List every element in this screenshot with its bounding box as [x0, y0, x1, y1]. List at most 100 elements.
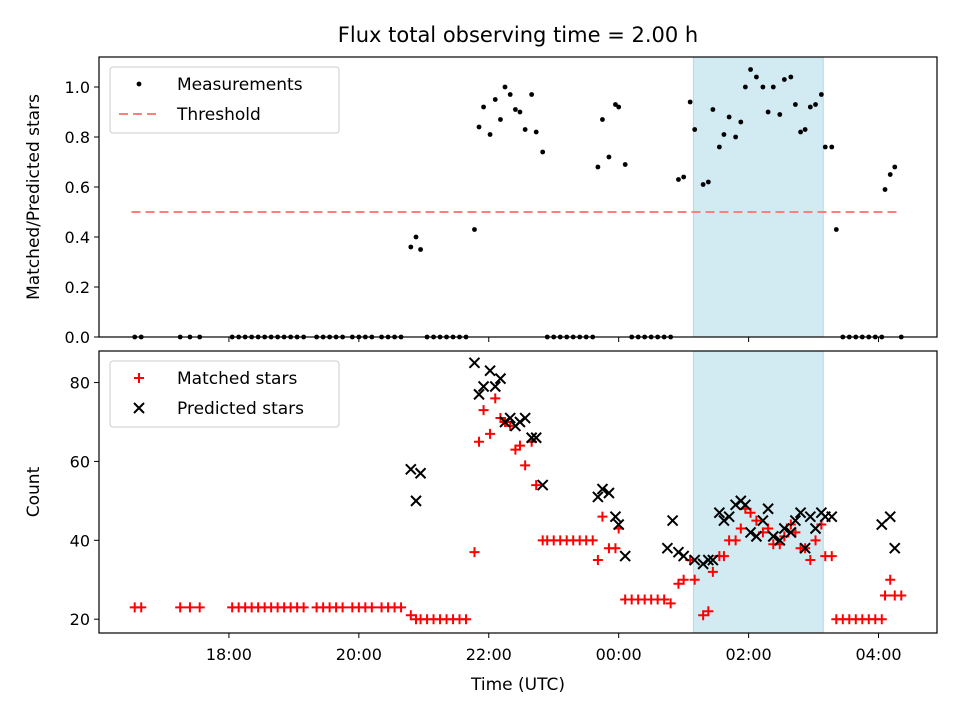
- data-point: [487, 132, 493, 137]
- y-axis-label: Matched/Predicted stars: [24, 94, 44, 300]
- data-point: [677, 550, 690, 562]
- data-point: [698, 610, 709, 621]
- data-point: [718, 551, 729, 562]
- data-point: [707, 566, 718, 577]
- data-point: [502, 84, 508, 90]
- data-point: [504, 412, 516, 424]
- observing-window-shade: [692, 350, 824, 634]
- data-point: [807, 104, 813, 110]
- data-point: [474, 436, 485, 447]
- data-point: [610, 543, 621, 554]
- data-point: [507, 92, 513, 97]
- data-point: [592, 555, 603, 566]
- data-point: [366, 602, 377, 613]
- data-point: [666, 514, 679, 527]
- data-point: [673, 578, 684, 589]
- data-point: [405, 463, 417, 476]
- legend-box: [109, 66, 340, 134]
- data-point: [485, 428, 496, 439]
- data-point: [616, 104, 622, 110]
- data-point: [767, 530, 780, 543]
- data-point: [490, 393, 501, 404]
- data-point: [136, 602, 147, 613]
- data-point: [799, 542, 811, 554]
- data-point: [781, 77, 787, 82]
- data-point: [735, 523, 746, 534]
- y-tick-label: 40: [70, 531, 90, 550]
- data-point: [540, 149, 546, 155]
- data-point: [194, 602, 205, 613]
- data-point: [337, 602, 348, 613]
- data-point: [492, 97, 498, 102]
- data-point: [818, 92, 824, 97]
- data-point: [777, 112, 783, 117]
- data-point: [896, 590, 907, 601]
- data-point: [612, 518, 625, 531]
- data-point: [396, 602, 407, 613]
- data-point: [473, 388, 485, 401]
- data-point: [529, 92, 535, 97]
- data-point: [792, 102, 798, 107]
- data-point: [882, 187, 888, 192]
- legend: Measurements Threshold: [109, 66, 340, 134]
- data-point: [748, 67, 753, 72]
- axes-frame: [98, 350, 938, 634]
- data-point: [713, 506, 726, 519]
- data-point: [498, 117, 503, 122]
- data-point: [461, 614, 472, 625]
- data-point: [702, 554, 715, 566]
- data-point: [757, 514, 769, 527]
- data-point: [661, 542, 674, 554]
- data-point: [478, 405, 489, 416]
- data-point: [802, 127, 808, 132]
- data-point: [468, 357, 481, 369]
- data-point: [609, 510, 622, 523]
- data-point: [477, 380, 490, 393]
- data-point: [688, 554, 701, 566]
- legend-swatch: [136, 81, 142, 87]
- data-point: [184, 602, 195, 613]
- data-point: [805, 555, 816, 566]
- data-point: [789, 514, 802, 527]
- data-point: [484, 365, 496, 377]
- data-point: [592, 491, 604, 503]
- data-point: [405, 610, 416, 621]
- data-points: [129, 357, 907, 625]
- data-point: [885, 574, 896, 585]
- data-point: [707, 554, 719, 566]
- data-point: [689, 574, 700, 585]
- data-point: [517, 109, 523, 115]
- data-point: [826, 510, 838, 523]
- data-point: [794, 506, 807, 519]
- data-point: [600, 117, 605, 122]
- data-point: [822, 144, 828, 150]
- y-tick-label: 20: [70, 610, 90, 629]
- data-point: [750, 530, 763, 543]
- data-point: [778, 522, 791, 535]
- data-point: [298, 602, 309, 613]
- data-point: [533, 129, 539, 135]
- legend-swatch: [134, 373, 144, 383]
- data-point: [723, 510, 735, 523]
- data-point: [597, 511, 608, 522]
- data-point: [813, 102, 818, 107]
- y-tick-label: 1.0: [65, 78, 90, 97]
- observing-window-shade: [692, 56, 824, 338]
- data-point: [804, 510, 817, 523]
- data-point: [472, 227, 477, 232]
- data-point: [733, 134, 739, 140]
- data-point: [418, 247, 423, 252]
- x-tick-label: 22:00: [466, 645, 512, 664]
- data-point: [408, 244, 414, 250]
- data-point: [798, 129, 803, 135]
- y-axis-label: Count: [24, 466, 44, 517]
- chart-title: Flux total observing time = 2.00 h: [338, 23, 698, 47]
- x-tick-label: 20:00: [336, 645, 382, 664]
- data-point: [880, 590, 891, 601]
- data-point: [531, 480, 542, 491]
- data-point: [892, 164, 898, 170]
- data-point: [665, 598, 676, 609]
- x-tick-label: 02:00: [726, 645, 772, 664]
- data-point: [785, 526, 797, 539]
- data-point: [692, 127, 698, 132]
